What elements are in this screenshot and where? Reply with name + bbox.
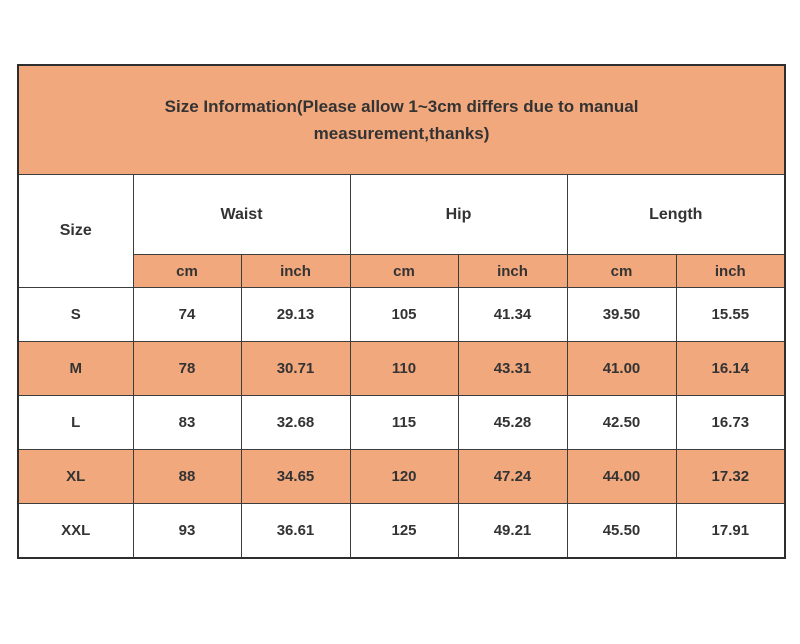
value-cell: 17.32	[675, 449, 786, 504]
value-cell: 78	[132, 341, 242, 396]
value-cell: 16.73	[675, 395, 786, 450]
value-cell: 43.31	[457, 341, 568, 396]
unit-header-row: cm inch cm inch cm inch	[18, 254, 786, 288]
table-title-text: Size Information(Please allow 1~3cm diff…	[164, 96, 639, 143]
value-cell: 41.00	[566, 341, 677, 396]
value-cell: 115	[349, 395, 459, 450]
table-title: Size Information(Please allow 1~3cm diff…	[17, 64, 786, 175]
value-cell: 39.50	[566, 287, 677, 342]
row-label: M	[17, 341, 134, 396]
unit-header-hip-inch: inch	[457, 254, 568, 288]
value-cell: 34.65	[240, 449, 351, 504]
value-cell: 36.61	[240, 503, 351, 559]
row-label: XL	[17, 449, 134, 504]
column-header-size: Size	[17, 174, 134, 288]
column-header-hip: Hip	[349, 174, 568, 255]
unit-header-waist-cm: cm	[132, 254, 242, 288]
value-cell: 93	[132, 503, 242, 559]
unit-header-length-cm: cm	[566, 254, 677, 288]
table-row-m: M 78 30.71 110 43.31 41.00 16.14	[17, 341, 786, 396]
value-cell: 125	[349, 503, 459, 559]
value-cell: 74	[132, 287, 242, 342]
value-cell: 29.13	[240, 287, 351, 342]
value-cell: 17.91	[675, 503, 786, 559]
value-cell: 42.50	[566, 395, 677, 450]
unit-header-hip-cm: cm	[349, 254, 459, 288]
value-cell: 105	[349, 287, 459, 342]
value-cell: 83	[132, 395, 242, 450]
value-cell: 88	[132, 449, 242, 504]
column-header-waist: Waist	[132, 174, 351, 255]
table-row-s: S 74 29.13 105 41.34 39.50 15.55	[17, 287, 786, 342]
row-label: XXL	[17, 503, 134, 559]
unit-header-waist-inch: inch	[240, 254, 351, 288]
value-cell: 32.68	[240, 395, 351, 450]
value-cell: 110	[349, 341, 459, 396]
row-label: S	[17, 287, 134, 342]
value-cell: 45.28	[457, 395, 568, 450]
table-row-l: L 83 32.68 115 45.28 42.50 16.73	[17, 395, 786, 450]
value-cell: 44.00	[566, 449, 677, 504]
value-cell: 41.34	[457, 287, 568, 342]
table-row-xxl: XXL 93 36.61 125 49.21 45.50 17.91	[17, 503, 786, 559]
value-cell: 120	[349, 449, 459, 504]
table-row-xl: XL 88 34.65 120 47.24 44.00 17.32	[17, 449, 786, 504]
group-header-row: Size Waist Hip Length	[17, 174, 786, 288]
value-cell: 16.14	[675, 341, 786, 396]
value-cell: 49.21	[457, 503, 568, 559]
unit-header-length-inch: inch	[675, 254, 786, 288]
value-cell: 47.24	[457, 449, 568, 504]
value-cell: 45.50	[566, 503, 677, 559]
row-label: L	[17, 395, 134, 450]
title-row: Size Information(Please allow 1~3cm diff…	[17, 64, 786, 175]
value-cell: 15.55	[675, 287, 786, 342]
column-header-length: Length	[566, 174, 786, 255]
size-information-table: Size Information(Please allow 1~3cm diff…	[17, 64, 787, 559]
value-cell: 30.71	[240, 341, 351, 396]
